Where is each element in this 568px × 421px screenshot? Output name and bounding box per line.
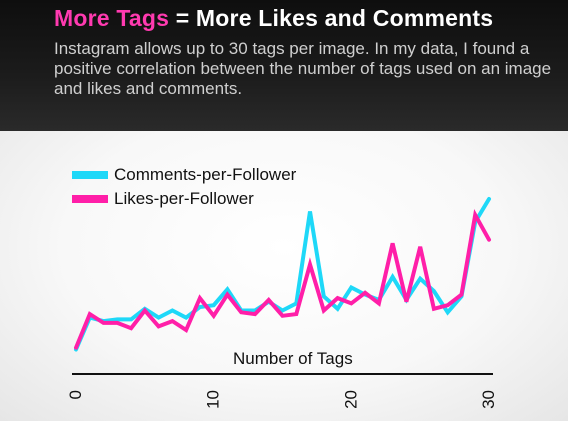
x-tick-label-20: 20 [341, 390, 360, 409]
legend-label-likes: Likes-per-Follower [114, 189, 254, 208]
chart-panel [0, 131, 568, 421]
legend-item-comments: Comments-per-Follower [72, 163, 296, 187]
x-tick-label-30: 30 [479, 390, 498, 409]
x-tick-label-10: 10 [204, 390, 223, 409]
legend-item-likes: Likes-per-Follower [72, 187, 296, 211]
x-tick-label-0: 0 [66, 390, 85, 399]
legend-swatch-likes [72, 195, 108, 203]
title-accent: More Tags [54, 5, 170, 31]
legend-swatch-comments [72, 171, 108, 179]
legend: Comments-per-Follower Likes-per-Follower [72, 163, 296, 211]
page-title: More Tags = More Likes and Comments [54, 5, 493, 32]
x-axis-label: Number of Tags [233, 349, 353, 368]
series-line-likes [74, 208, 491, 350]
header: More Tags = More Likes and Comments Inst… [0, 0, 568, 131]
title-rest: = More Likes and Comments [169, 5, 494, 31]
subtitle: Instagram allows up to 30 tags per image… [54, 39, 552, 98]
legend-label-comments: Comments-per-Follower [114, 165, 297, 184]
